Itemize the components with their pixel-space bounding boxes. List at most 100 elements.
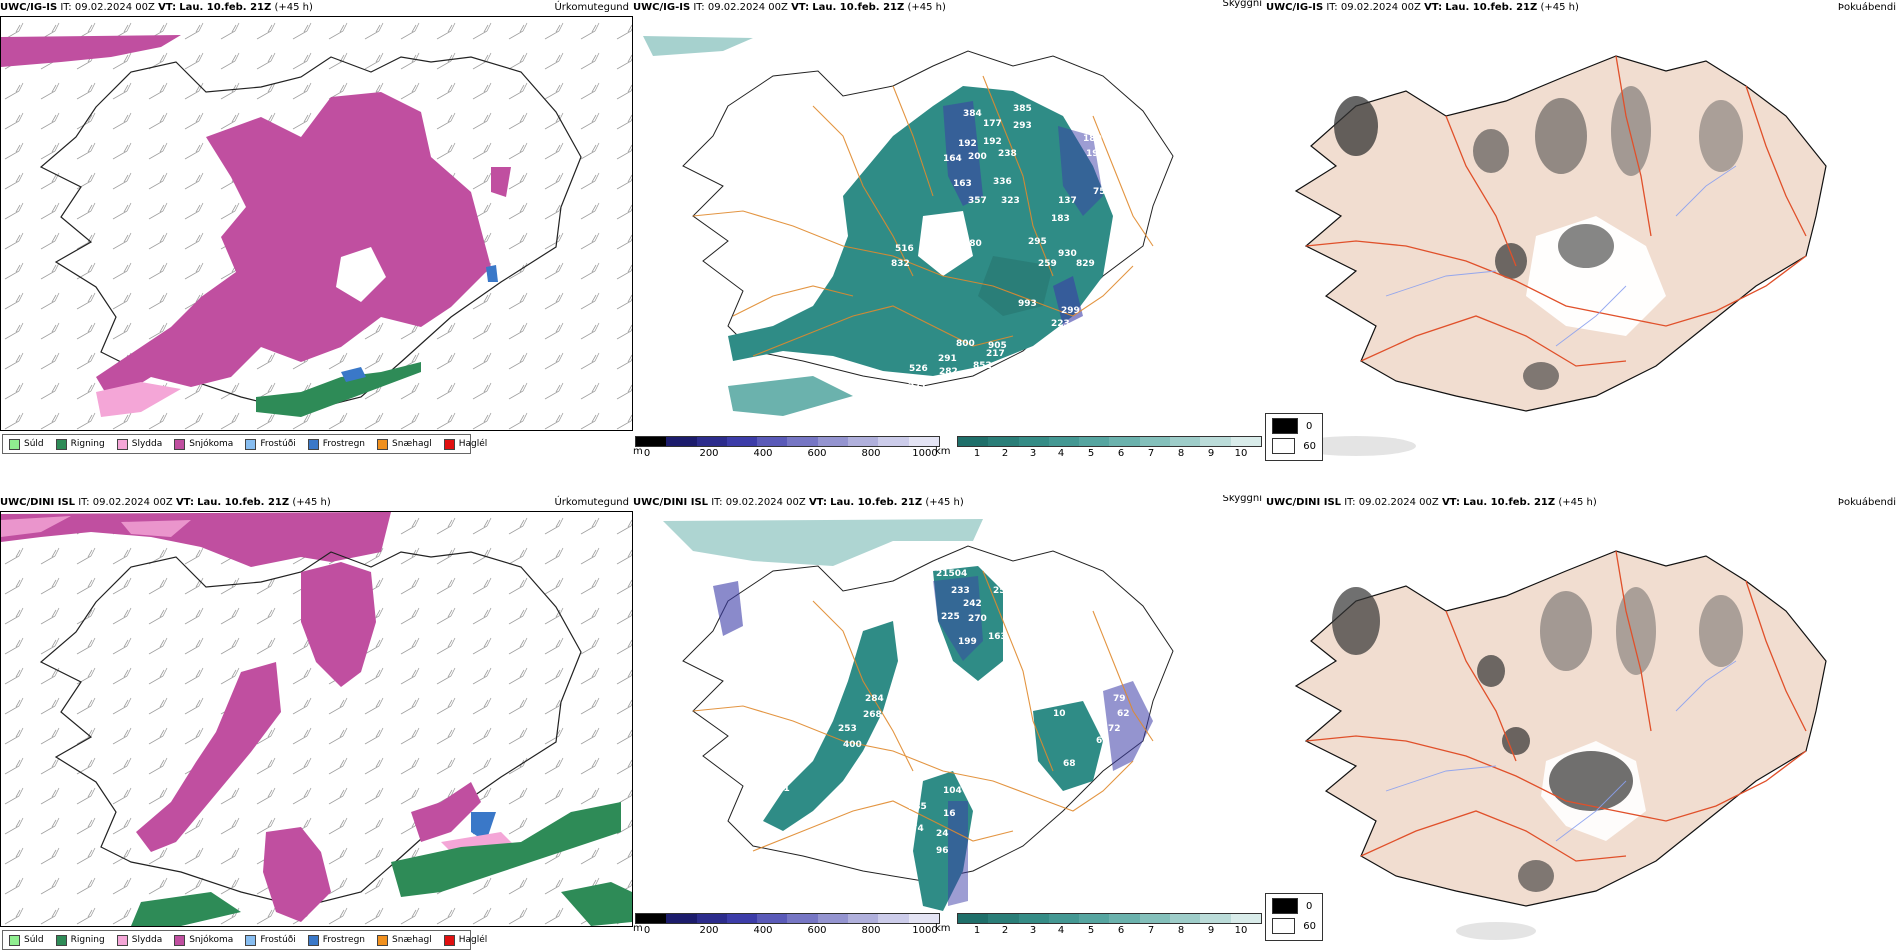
vis-label: 293 — [1013, 121, 1032, 131]
vis-label: 259 — [1038, 259, 1057, 269]
swatch — [9, 438, 20, 450]
lead-time: (+45 h) — [1540, 2, 1579, 13]
swatch — [116, 934, 128, 946]
colorbar-swatch — [1200, 914, 1231, 923]
colorbar-swatch — [1079, 914, 1110, 923]
swatch — [307, 934, 319, 946]
model-name: UWC/DINI ISL — [633, 497, 709, 508]
vis-label: 300 — [1031, 684, 1050, 694]
vis-label: 832 — [891, 259, 910, 269]
precip-type-legend: Súld Rigning Slydda Snjókoma Frostúði Fr… — [2, 434, 487, 454]
vis-label: 25 — [993, 586, 1006, 596]
row2-panel-precip-type: UWC/DINI ISL IT: 09.02.2024 00Z VT: Lau.… — [0, 495, 633, 950]
colorbar-swatch — [878, 914, 909, 923]
lead-time: (+45 h) — [1558, 497, 1597, 508]
swatch — [1272, 438, 1296, 454]
precip-type-map — [0, 16, 633, 431]
vis-label: 16 — [943, 809, 956, 819]
panel-header: UWC/IG-IS IT: 09.02.2024 00Z VT: Lau. 10… — [633, 0, 1266, 16]
swatch — [307, 438, 319, 450]
vis-label: 164 — [943, 154, 962, 164]
colorbar-swatch — [787, 437, 818, 446]
panel-header: UWC/DINI ISL IT: 09.02.2024 00Z VT: Lau.… — [1266, 495, 1900, 511]
vis-label: 96 — [936, 846, 949, 856]
iceland-precip-map — [1, 17, 632, 430]
colorbar-swatch — [1139, 437, 1171, 446]
model-name: UWC/DINI ISL — [0, 497, 76, 508]
vis-label: 233 — [951, 586, 970, 596]
valid-time: Lau. 10.feb. 21Z — [1463, 497, 1556, 508]
colorbar-swatch — [757, 914, 788, 923]
colorbar-swatch — [1018, 437, 1049, 446]
vis-label: 270 — [968, 614, 987, 624]
iceland-fog-map — [1294, 550, 1827, 940]
panel-title: Skyggni — [1222, 0, 1262, 9]
colorbar-swatch — [1170, 437, 1201, 446]
iceland-fog-map — [1294, 55, 1827, 456]
vis-label: 225 — [941, 612, 960, 622]
colorbar-swatch — [696, 914, 727, 923]
vis-label: 192 — [958, 139, 977, 149]
swatch — [377, 934, 389, 946]
fog-legend-row2: 0 60 — [1265, 893, 1323, 941]
vis-label: 21504 — [936, 569, 967, 579]
colorbar-swatch — [1109, 437, 1140, 446]
vis-label: 242 — [963, 599, 982, 609]
colorbar-swatch — [988, 914, 1019, 923]
init-time: 09.02.2024 00Z — [74, 2, 155, 13]
swatch — [55, 934, 67, 946]
vis-label: 191 — [1086, 149, 1105, 159]
precip-type-map — [0, 511, 633, 927]
model-name: UWC/IG-IS — [1266, 2, 1324, 13]
vis-label: 30 — [1111, 134, 1124, 144]
colorbar-swatches — [635, 913, 940, 924]
panel-title: Þokuábendi — [1837, 497, 1896, 508]
colorbar-swatches — [957, 913, 1262, 924]
init-time: 09.02.2024 00Z — [725, 497, 806, 508]
colorbar-swatch — [1230, 914, 1261, 923]
valid-time: Lau. 10.feb. 21Z — [197, 497, 290, 508]
swatch — [174, 934, 186, 946]
colorbar-swatch — [958, 914, 989, 923]
visibility-values-row2: 21504 233 25 242 225 270 163 199 92 284 … — [771, 569, 1130, 856]
legend-item: Súld — [9, 934, 44, 946]
colorbar-swatch — [817, 437, 849, 446]
vis-label: 92 — [1053, 664, 1066, 674]
vis-label: 185 — [908, 802, 927, 812]
vis-label: 299 — [1061, 306, 1080, 316]
swatch — [1272, 418, 1298, 434]
vis-label: 385 — [1013, 104, 1032, 114]
vis-label: 200 — [968, 152, 987, 162]
colorbar-swatch — [726, 914, 758, 923]
colorbar-ticks: 0 200 400 600 800 1000 — [643, 448, 938, 459]
vis-label: 268 — [863, 710, 882, 720]
vis-label: 993 — [1018, 299, 1037, 309]
vis-label: 217 — [986, 349, 1005, 359]
panel-header: UWC/DINI ISL IT: 09.02.2024 00Z VT: Lau.… — [633, 495, 1266, 511]
legend-item: Haglél — [443, 438, 487, 450]
iceland-precip-map — [1, 512, 632, 926]
swatch — [245, 438, 257, 450]
swatch — [443, 438, 455, 450]
vis-label: 516 — [895, 244, 914, 254]
vis-label: 379 — [943, 249, 962, 259]
row1-panel-fog: UWC/IG-IS IT: 09.02.2024 00Z VT: Lau. 10… — [1266, 0, 1900, 465]
row2-panel-fog: UWC/DINI ISL IT: 09.02.2024 00Z VT: Lau.… — [1266, 495, 1900, 950]
legend-item: Frostregn — [307, 934, 365, 946]
swatch — [1272, 898, 1298, 914]
vis-label: 384 — [963, 109, 982, 119]
vis-label: 10 — [1053, 709, 1066, 719]
panel-title: Þokuábendi — [1837, 2, 1896, 13]
panel-title: Úrkomutegund — [554, 2, 629, 13]
visibility-map: 385 384 177 293 192 192 164 200 238 180 … — [633, 16, 1266, 439]
colorbar-swatch — [666, 914, 697, 923]
model-name: UWC/IG-IS — [633, 2, 691, 13]
colorbar-swatch — [958, 437, 989, 446]
vis-label: 104 — [943, 786, 962, 796]
colorbar-swatch — [1109, 914, 1140, 923]
vis-label: 253 — [838, 724, 857, 734]
swatch — [174, 438, 186, 450]
fog-map — [1266, 511, 1900, 946]
swatch — [245, 934, 257, 946]
precip-type-legend: Súld Rigning Slydda Snjókoma Frostúði Fr… — [2, 930, 487, 950]
